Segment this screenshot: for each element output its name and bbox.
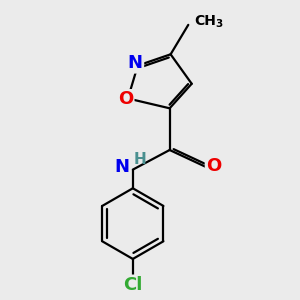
Text: H: H [134, 152, 147, 167]
Text: O: O [206, 157, 221, 175]
Text: 3: 3 [215, 20, 223, 29]
Text: N: N [114, 158, 129, 176]
Text: CH: CH [194, 14, 216, 28]
Text: Cl: Cl [123, 276, 142, 294]
Text: O: O [118, 91, 133, 109]
Text: N: N [128, 54, 143, 72]
